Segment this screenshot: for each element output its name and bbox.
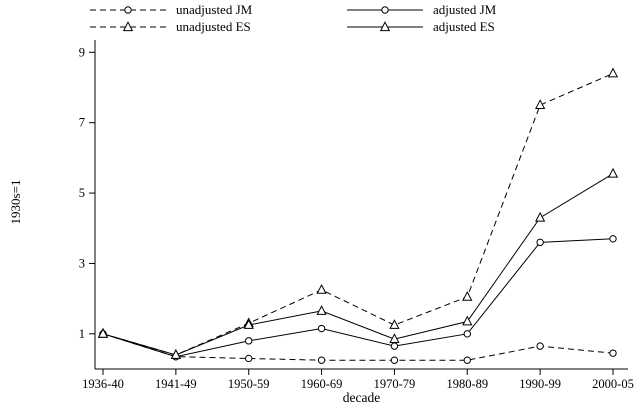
data-point-marker-triangle [535, 211, 546, 222]
legend-label: unadjusted JM [176, 2, 253, 17]
data-point-marker-circle [317, 324, 326, 333]
x-tick-label: 1960-69 [301, 377, 343, 391]
data-point-marker-circle [463, 330, 471, 338]
data-point-marker-triangle [243, 319, 254, 329]
y-tick-label: 3 [79, 256, 85, 270]
legend-entry-adjusted-es: adjusted ES [345, 19, 585, 35]
plot-line-adjusted-es [102, 173, 614, 356]
data-point-marker-triangle [535, 99, 546, 109]
data-point-marker-circle [245, 337, 253, 345]
x-tick-label: 1950-59 [228, 377, 270, 391]
data-point-marker-circle [390, 342, 399, 350]
chart-legend: unadjusted JM adjusted JM unadjusted ES adj… [88, 2, 585, 35]
legend-label: adjusted ES [433, 19, 495, 34]
plot-line-unadjusted-es [102, 72, 614, 356]
x-tick-label: 1941-49 [155, 377, 197, 391]
data-point-marker-circle [536, 342, 544, 350]
y-tick-label: 1 [79, 327, 85, 341]
x-axis-title: decade [342, 390, 381, 405]
legend-entry-unadjusted-es: unadjusted ES [88, 19, 345, 35]
data-point-marker-triangle [462, 315, 473, 326]
y-tick-label: 7 [79, 116, 85, 130]
data-point-marker-triangle [607, 67, 619, 78]
x-tick-label: 1936-40 [82, 377, 124, 391]
data-point-marker-circle [609, 235, 617, 243]
data-point-marker-triangle [170, 349, 181, 359]
data-point-marker-circle [390, 356, 399, 364]
data-point-marker-circle [463, 356, 471, 364]
data-point-marker-triangle [316, 283, 327, 294]
legend-sample-solid-triangle [347, 21, 423, 32]
legend-sample-dashed-triangle [90, 21, 166, 32]
legend-sample-dashed-circle [90, 6, 166, 14]
plot-line-adjusted-jm [102, 238, 614, 358]
data-point-marker-circle [317, 356, 326, 364]
data-point-marker-triangle [462, 290, 473, 301]
y-axis-title: 1930s=1 [8, 179, 23, 225]
data-point-marker-triangle [607, 167, 619, 178]
legend-sample-solid-circle [347, 6, 423, 14]
y-tick-label: 9 [79, 45, 85, 59]
data-point-marker-triangle [316, 305, 327, 315]
data-point-marker-circle [536, 238, 544, 247]
legend-label: adjusted JM [433, 2, 497, 17]
y-tick-label: 5 [79, 186, 85, 200]
x-tick-label: 2000-05 [592, 377, 634, 391]
data-point-marker-triangle [389, 319, 400, 329]
data-point-marker-triangle [389, 333, 400, 343]
data-point-marker-triangle [97, 327, 109, 338]
legend-label: unadjusted ES [176, 19, 251, 34]
data-point-marker-circle [245, 354, 253, 363]
x-tick-label: 1970-79 [374, 377, 416, 391]
x-tick-label: 1990-99 [519, 377, 561, 391]
data-point-marker-circle [609, 349, 617, 357]
legend-entry-unadjusted-jm: unadjusted JM [88, 2, 345, 18]
x-tick-label: 1980-89 [446, 377, 488, 391]
legend-entry-adjusted-jm: adjusted JM [345, 2, 585, 18]
